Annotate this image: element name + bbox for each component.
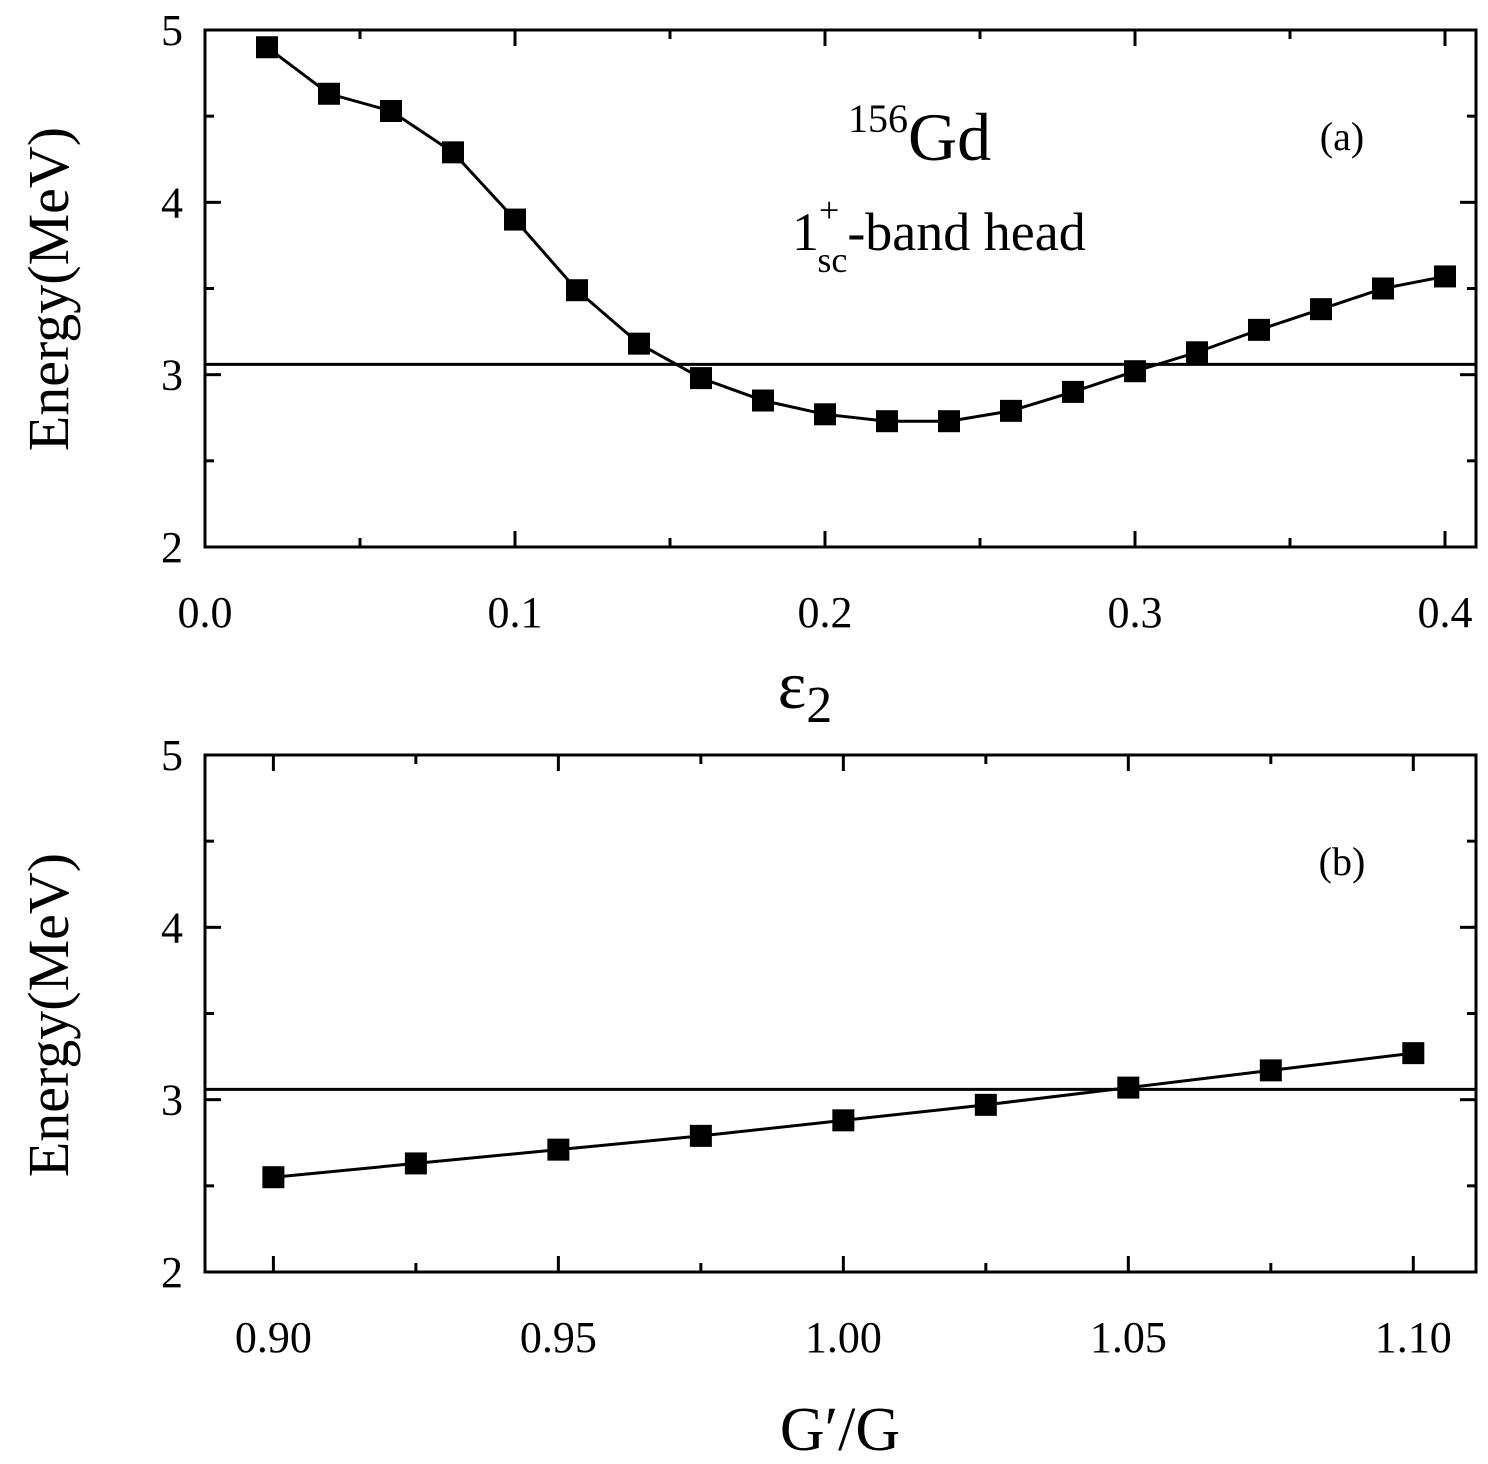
data-point-marker: [938, 410, 960, 433]
y-tick-label: 5: [161, 731, 183, 780]
y-tick-label: 4: [161, 903, 183, 952]
nucleus-element: Gd: [908, 99, 991, 175]
data-point-marker: [262, 1166, 285, 1189]
x-tick-label: 0.3: [1108, 588, 1163, 637]
data-point-marker: [814, 403, 836, 426]
data-point-marker: [504, 208, 526, 231]
data-point-marker: [1124, 360, 1146, 383]
data-point-marker: [876, 410, 898, 433]
data-point-marker: [547, 1138, 570, 1161]
data-point-marker: [442, 141, 464, 164]
y-axis-label-a: Energy(MeV): [16, 127, 81, 451]
panel-label-a: (a): [1320, 114, 1364, 159]
y-axis-label-b: Energy(MeV): [16, 853, 81, 1177]
data-point-marker: [1117, 1076, 1140, 1099]
nucleus-mass: 156: [848, 96, 908, 141]
data-point-marker: [1248, 318, 1270, 341]
y-tick-label: 4: [161, 178, 183, 227]
y-tick-label: 3: [161, 351, 183, 400]
x-axis-label-a: ε2: [778, 647, 833, 734]
data-point-marker: [256, 36, 278, 59]
data-point-marker: [1310, 298, 1332, 321]
state-annotation: 1+ sc-band head: [792, 190, 1086, 280]
data-point-marker: [566, 279, 588, 302]
panel-label-b: (b): [1319, 839, 1366, 884]
x-tick-label: 0.2: [798, 588, 853, 637]
data-point-marker: [689, 1124, 712, 1147]
x-axis-label-a-sub: 2: [806, 677, 832, 734]
x-tick-label: 0.4: [1418, 588, 1473, 637]
data-point-marker: [380, 99, 402, 122]
data-point-marker: [832, 1109, 855, 1132]
data-point-marker: [1000, 399, 1022, 422]
x-tick-label: 1.00: [805, 1313, 882, 1362]
x-tick-label: 1.10: [1375, 1313, 1452, 1362]
data-point-marker: [628, 332, 650, 355]
panel-a: 0.0 0.1 0.2 0.3 0.4 2 3 4 5 (a) 156Gd 1+ sc-band …: [16, 6, 1478, 734]
data-point-marker: [404, 1152, 427, 1175]
y-tick-label: 3: [161, 1076, 183, 1125]
x-tick-label: 0.90: [235, 1313, 312, 1362]
tick-labels-b: 0.90 0.95 1.00 1.05 1.10 2 3 4 5: [161, 731, 1452, 1362]
markers-b: [262, 1042, 1425, 1189]
data-point-marker: [1259, 1059, 1282, 1082]
data-point-marker: [318, 82, 340, 105]
y-tick-label: 2: [161, 523, 183, 572]
state-sub: sc: [817, 240, 847, 280]
x-axis-label-b: G′/G: [780, 1396, 900, 1464]
data-point-marker: [1186, 341, 1208, 364]
y-tick-label: 5: [161, 6, 183, 55]
ticks-b: [205, 753, 1476, 1274]
nucleus-annotation: 156Gd: [848, 96, 991, 175]
data-point-marker: [752, 389, 774, 412]
x-tick-label: 0.95: [520, 1313, 597, 1362]
panel-b: 0.90 0.95 1.00 1.05 1.10 2 3 4 5 (b) Energy(MeV)…: [16, 731, 1478, 1464]
ticks-a: [203, 28, 1476, 549]
markers-a: [256, 36, 1456, 433]
data-point-marker: [1062, 380, 1084, 403]
x-axis-label-a-base: ε: [778, 647, 807, 723]
state-sup: +: [819, 190, 839, 230]
data-point-marker: [974, 1093, 997, 1116]
x-tick-label: 0.1: [488, 588, 543, 637]
state-rest: -band head: [847, 202, 1085, 262]
y-tick-label: 2: [161, 1248, 183, 1297]
plot-frame-b: [203, 753, 1478, 1274]
data-point-marker: [1402, 1042, 1425, 1065]
state-base: 1: [792, 202, 819, 262]
x-tick-label: 1.05: [1090, 1313, 1167, 1362]
data-point-marker: [1434, 265, 1456, 288]
x-tick-label: 0.0: [178, 588, 233, 637]
tick-labels-a: 0.0 0.1 0.2 0.3 0.4 2 3 4 5: [161, 6, 1473, 637]
data-point-marker: [690, 367, 712, 390]
data-point-marker: [1372, 277, 1394, 300]
